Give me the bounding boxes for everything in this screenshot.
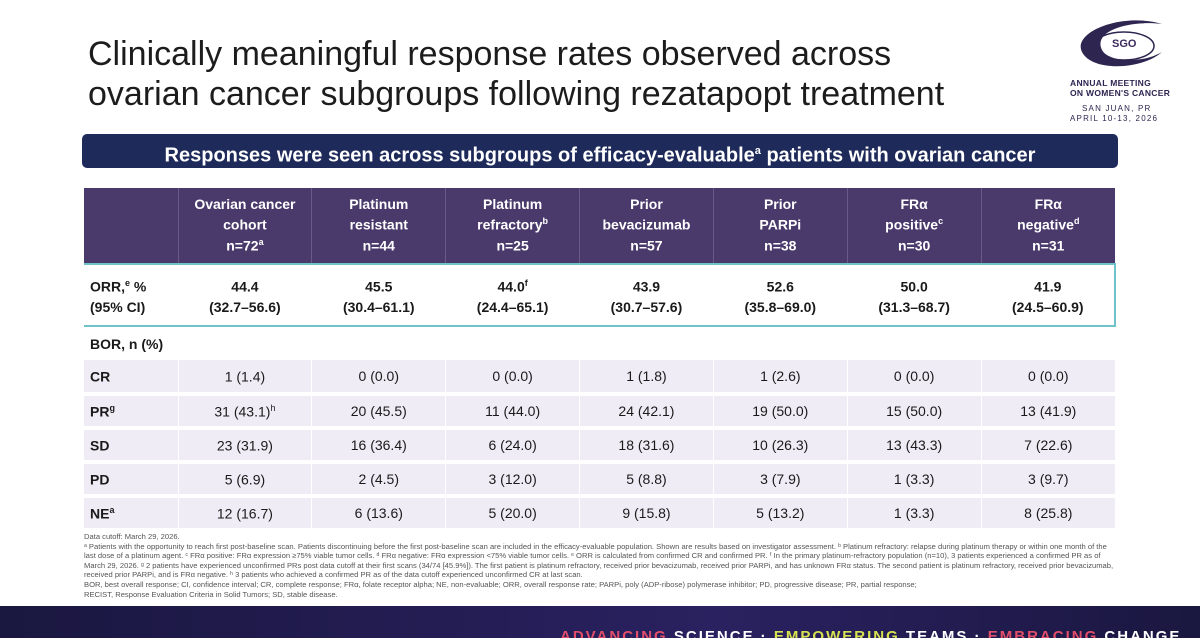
table-cell: 1 (1.8) bbox=[579, 360, 714, 396]
table-cell: 11 (44.0) bbox=[445, 394, 580, 430]
table-cell: 0 (0.0) bbox=[846, 360, 982, 396]
response-table: Ovarian cancer cohort n=72a Platinum resist… bbox=[84, 188, 1116, 532]
table-cell: 15 (50.0) bbox=[846, 394, 982, 430]
table-cell: 1 (2.6) bbox=[712, 360, 848, 396]
col-header: Platinum resistant n=44 bbox=[311, 188, 446, 264]
logo-mark: SGO bbox=[1112, 38, 1137, 50]
orr-cell: 44.0f (24.4–65.1) bbox=[445, 263, 580, 327]
col-header: Platinum refractoryb n=25 bbox=[445, 188, 580, 264]
table-cell: 18 (31.6) bbox=[579, 428, 714, 464]
subtitle-banner: Responses were seen across subgroups of … bbox=[82, 134, 1118, 168]
table-cell: 20 (45.5) bbox=[311, 394, 446, 430]
col-header: FRα negatived n=31 bbox=[980, 188, 1115, 264]
footnote-definitions: ᵃ Patients with the opportunity to reach… bbox=[84, 541, 1114, 580]
table-cell: 8 (25.8) bbox=[980, 496, 1115, 532]
table-row: NEa 12 (16.7) 6 (13.6) 5 (20.0) 9 (15.8)… bbox=[84, 496, 1115, 532]
col-header: FRα positivec n=30 bbox=[846, 188, 982, 264]
header-corner bbox=[84, 188, 178, 264]
col-header: Prior bevacizumab n=57 bbox=[579, 188, 714, 264]
table-cell: 13 (43.3) bbox=[846, 428, 982, 464]
footnotes: Data cutoff: March 29, 2026. ᵃ Patients … bbox=[84, 532, 1120, 599]
table-cell: 0 (0.0) bbox=[311, 360, 446, 396]
orr-cell: 52.6 (35.8–69.0) bbox=[712, 263, 848, 327]
table-row: PD 5 (6.9) 2 (4.5) 3 (12.0) 5 (8.8) 3 (7… bbox=[84, 462, 1115, 498]
bottom-banner: ADVANCING SCIENCE · EMPOWERING TEAMS · E… bbox=[0, 606, 1200, 638]
logo-line-1: ANNUAL MEETING bbox=[1070, 78, 1152, 88]
orr-cell: 44.4 (32.7–56.6) bbox=[177, 263, 312, 327]
bor-label: BOR, n (%) bbox=[84, 326, 178, 360]
orr-row: ORR,e % (95% CI) 44.4 (32.7–56.6) 45.5 (30.… bbox=[84, 263, 1116, 327]
table-cell: 6 (13.6) bbox=[311, 496, 446, 532]
table-cell: 3 (9.7) bbox=[980, 462, 1115, 498]
table-cell: 0 (0.0) bbox=[980, 360, 1115, 396]
table-row: PRg 31 (43.1)h 20 (45.5) 11 (44.0) 24 (4… bbox=[84, 394, 1115, 430]
table-cell: 5 (8.8) bbox=[579, 462, 714, 498]
footnote-abbreviations: BOR, best overall response; CI, confiden… bbox=[84, 579, 917, 589]
table-cell: 1 (1.4) bbox=[177, 360, 312, 396]
table-cell: 19 (50.0) bbox=[712, 394, 848, 430]
orr-label: ORR,e % (95% CI) bbox=[84, 263, 178, 327]
logo-line-2: ON WOMEN'S CANCER bbox=[1070, 88, 1171, 98]
col-header: Prior PARPi n=38 bbox=[712, 188, 848, 264]
table-row: CR 1 (1.4) 0 (0.0) 0 (0.0) 1 (1.8) 1 (2.… bbox=[84, 360, 1115, 396]
orr-cell: 50.0 (31.3–68.7) bbox=[846, 263, 982, 327]
title-line-1: Clinically meaningful response rates obs… bbox=[88, 35, 892, 73]
table-row: SD 23 (31.9) 16 (36.4) 6 (24.0) 18 (31.6… bbox=[84, 428, 1115, 464]
table-cell: 3 (7.9) bbox=[712, 462, 848, 498]
sgo-swirl-icon bbox=[1080, 20, 1162, 67]
row-label: PRg bbox=[84, 394, 178, 430]
table-cell: 5 (20.0) bbox=[445, 496, 580, 532]
orr-cell: 41.9 (24.5–60.9) bbox=[980, 263, 1116, 327]
table-cell: 9 (15.8) bbox=[579, 496, 714, 532]
bor-header-row: BOR, n (%) bbox=[84, 326, 1115, 360]
table-cell: 10 (26.3) bbox=[712, 428, 848, 464]
table-cell: 24 (42.1) bbox=[579, 394, 714, 430]
table-cell: 12 (16.7) bbox=[177, 496, 312, 532]
table-cell: 6 (24.0) bbox=[445, 428, 580, 464]
col-header: Ovarian cancer cohort n=72a bbox=[177, 188, 312, 264]
logo-line-4: APRIL 10-13, 2026 bbox=[1070, 114, 1159, 123]
banner-text-before: Responses were seen across subgroups of … bbox=[164, 144, 755, 167]
row-label: NEa bbox=[84, 496, 178, 532]
table-cell: 1 (3.3) bbox=[846, 462, 982, 498]
table-cell: 5 (6.9) bbox=[177, 462, 312, 498]
table-cell: 3 (12.0) bbox=[445, 462, 580, 498]
row-label: CR bbox=[84, 360, 178, 396]
slide-title: Clinically meaningful response rates obs… bbox=[88, 34, 1048, 114]
table-cell: 5 (13.2) bbox=[712, 496, 848, 532]
table-cell: 2 (4.5) bbox=[311, 462, 446, 498]
banner-text-after: patients with ovarian cancer bbox=[760, 144, 1036, 167]
footnote-cutoff: Data cutoff: March 29, 2026. bbox=[84, 532, 180, 541]
title-line-2: ovarian cancer subgroups following rezat… bbox=[88, 75, 945, 113]
table-cell: 31 (43.1)h bbox=[177, 394, 312, 430]
table-cell: 23 (31.9) bbox=[177, 428, 312, 464]
footnote-abbreviations-2: RECIST, Response Evaluation Criteria in … bbox=[84, 589, 338, 599]
orr-cell: 45.5 (30.4–61.1) bbox=[311, 263, 446, 327]
row-label: SD bbox=[84, 428, 178, 464]
sgo-logo: SGO ANNUAL MEETING ON WOMEN'S CANCER SAN… bbox=[1062, 12, 1188, 123]
row-label: PD bbox=[84, 462, 178, 498]
table-cell: 0 (0.0) bbox=[445, 360, 580, 396]
table-header-row: Ovarian cancer cohort n=72a Platinum resist… bbox=[84, 188, 1115, 264]
table-cell: 16 (36.4) bbox=[311, 428, 446, 464]
orr-cell: 43.9 (30.7–57.6) bbox=[579, 263, 714, 327]
logo-line-3: SAN JUAN, PR bbox=[1082, 104, 1152, 113]
table-cell: 1 (3.3) bbox=[846, 496, 982, 532]
bottom-tagline: ADVANCING SCIENCE · EMPOWERING TEAMS · E… bbox=[560, 628, 1182, 638]
table-cell: 13 (41.9) bbox=[980, 394, 1115, 430]
banner-sup: a bbox=[754, 145, 761, 157]
table-cell: 7 (22.6) bbox=[980, 428, 1115, 464]
